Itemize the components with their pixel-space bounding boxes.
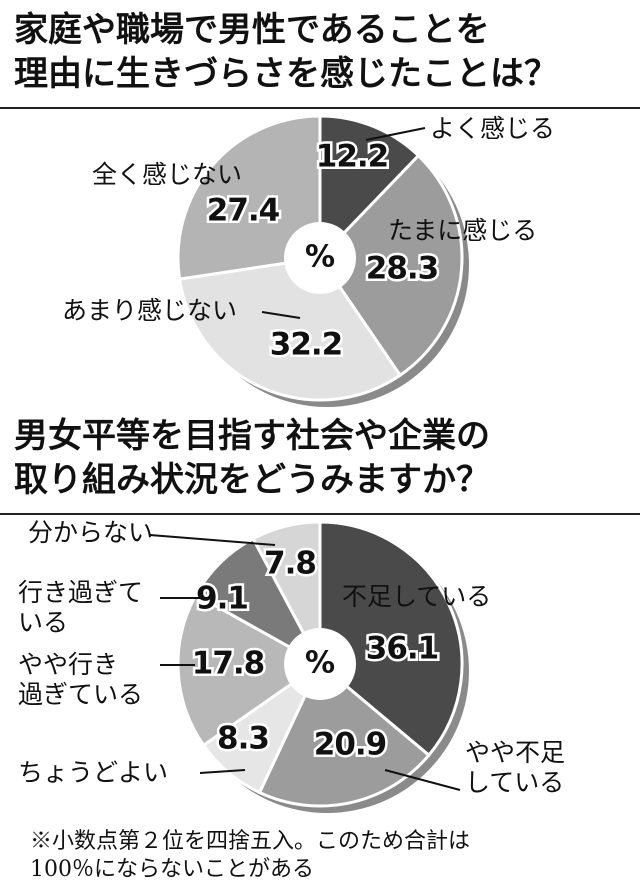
hole — [284, 628, 356, 700]
leader-line — [149, 534, 276, 546]
hole — [284, 222, 356, 294]
slice-name: よく感じる — [430, 114, 556, 143]
slice — [176, 114, 322, 281]
chart-title: 家庭や職場で男性であることを 理由に生きづらさを感じたことは？ — [14, 10, 558, 94]
footnote: ※小数点第２位を四捨五入。このため合計は 100％にならないことがある — [30, 829, 471, 882]
slice-name: やや不足 している — [465, 738, 566, 797]
value-label: 12.2 — [316, 139, 389, 175]
slice-name: やや行き 過ぎている — [18, 650, 144, 709]
value-label: 36.1 — [366, 631, 439, 667]
slice-name: あまり感じない — [62, 296, 238, 325]
value-label: 32.2 — [270, 327, 343, 363]
value-label: 7.8 — [264, 546, 316, 582]
leader-line — [384, 769, 461, 791]
slice-name: 全く感じない — [92, 160, 243, 189]
slice-name: 行き過ぎて いる — [18, 578, 144, 637]
slice — [318, 114, 421, 262]
leader-line — [199, 769, 246, 774]
slice — [176, 592, 323, 748]
slice-name: たまに感じる — [388, 216, 538, 245]
value-label: 8.3 — [217, 721, 269, 757]
leader-line — [365, 127, 426, 141]
slice — [318, 153, 464, 378]
leader-line — [261, 311, 301, 319]
value-label: 17.8 — [192, 646, 265, 682]
slice — [177, 256, 403, 402]
slice-name: ちょうどよい — [18, 758, 169, 787]
chart-title: 男女平等を目指す社会や企業の 取り組み状況をどうみますか？ — [14, 416, 490, 500]
slice — [251, 520, 322, 665]
value-label: 27.4 — [207, 193, 280, 229]
slice — [318, 520, 464, 758]
center-label: % — [305, 240, 335, 275]
slice — [193, 536, 324, 668]
slice-name: 分からない — [28, 518, 154, 547]
value-label: 20.9 — [314, 727, 387, 763]
slice-name: 不足している — [342, 582, 492, 611]
value-label: 28.3 — [366, 251, 439, 287]
center-label: % — [305, 646, 335, 681]
